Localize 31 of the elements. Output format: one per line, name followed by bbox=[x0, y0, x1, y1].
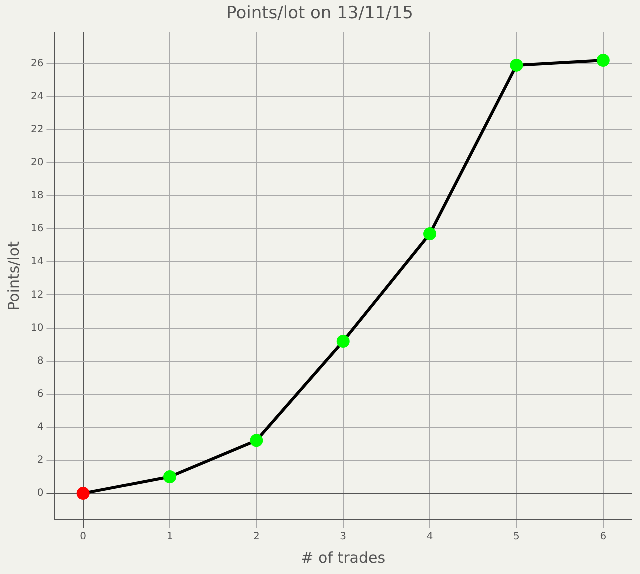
x-tick-label: 2 bbox=[253, 532, 260, 543]
point bbox=[76, 487, 90, 500]
y-tick-label: 16 bbox=[30, 224, 44, 235]
y-tick-label: 24 bbox=[30, 91, 44, 102]
point bbox=[164, 470, 177, 484]
x-tick-label: 0 bbox=[80, 532, 87, 543]
x-tick-label: 3 bbox=[340, 532, 347, 543]
y-tick-label: 6 bbox=[37, 388, 44, 400]
y-tick-label: 0 bbox=[37, 488, 44, 500]
chart-title: Points/lot on 13/11/15 bbox=[226, 4, 414, 24]
point bbox=[510, 58, 524, 72]
point bbox=[596, 54, 610, 67]
y-tick-label: 12 bbox=[30, 290, 44, 301]
x-tick-label: 6 bbox=[600, 532, 607, 543]
x-tick-label: 1 bbox=[166, 532, 174, 543]
point bbox=[336, 334, 350, 348]
x-tick-label: 4 bbox=[426, 532, 434, 543]
x-axis-title: # of trades bbox=[301, 548, 386, 567]
point bbox=[250, 434, 264, 448]
y-axis-title: Points/lot bbox=[4, 241, 23, 311]
y-tick-label: 2 bbox=[37, 455, 44, 466]
x-tick-label: 5 bbox=[514, 532, 520, 543]
y-tick-label: 26 bbox=[30, 58, 44, 70]
y-tick-label: 18 bbox=[30, 190, 44, 202]
y-tick-label: 22 bbox=[30, 124, 44, 136]
point bbox=[424, 228, 437, 241]
y-tick-label: 4 bbox=[37, 422, 44, 434]
y-tick-label: 14 bbox=[30, 256, 44, 268]
y-tick-label: 10 bbox=[30, 322, 44, 334]
y-tick-label: 20 bbox=[30, 158, 44, 169]
y-tick-label: 8 bbox=[37, 356, 44, 367]
